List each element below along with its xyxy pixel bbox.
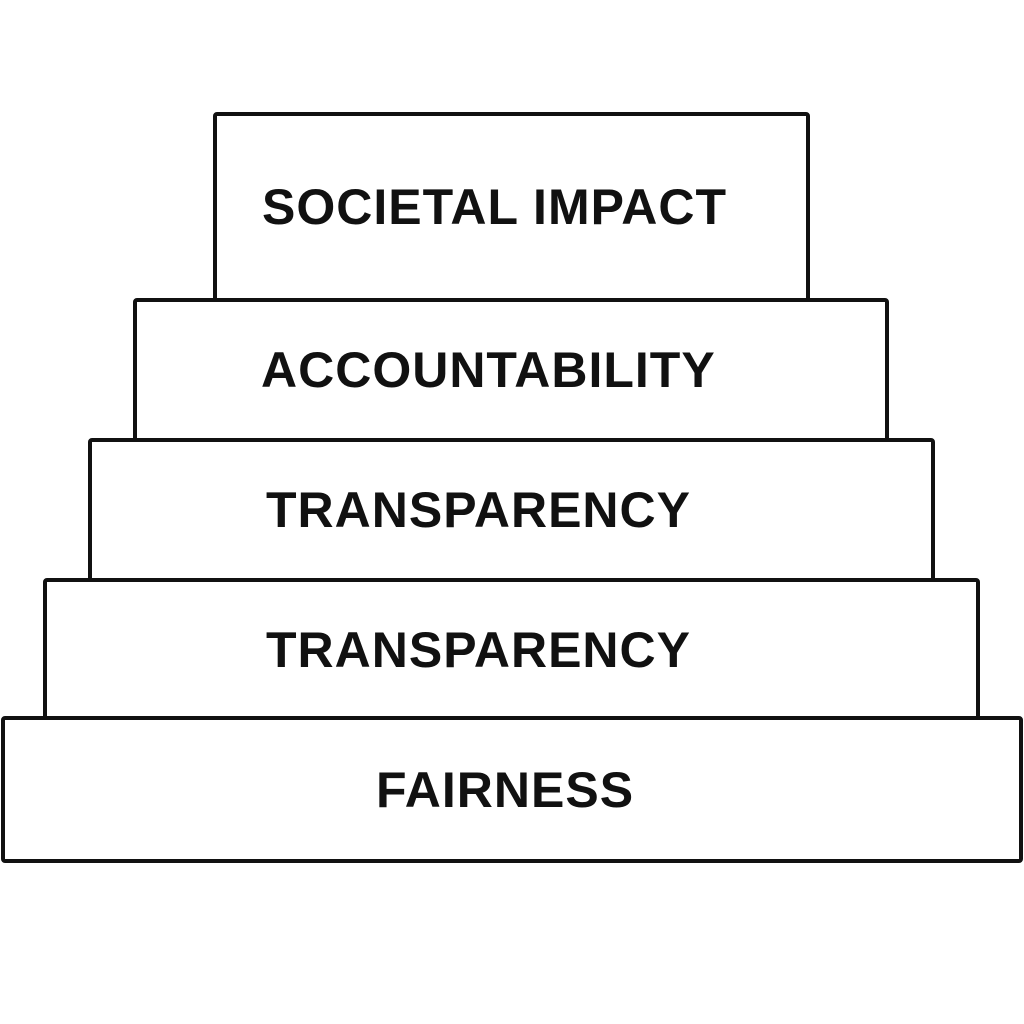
step-label: FAIRNESS <box>376 761 635 818</box>
step-label: TRANSPARENCY <box>266 482 691 538</box>
pyramid-step-top: SOCIETAL IMPACT <box>213 112 810 302</box>
step-label: TRANSPARENCY <box>266 622 691 678</box>
step-label: SOCIETAL IMPACT <box>262 179 727 235</box>
pyramid-step-base: FAIRNESS <box>1 716 1023 863</box>
pyramid-step-3: TRANSPARENCY <box>88 438 935 582</box>
pyramid-step-2: ACCOUNTABILITY <box>133 298 889 442</box>
step-label: ACCOUNTABILITY <box>261 342 716 398</box>
pyramid-step-4: TRANSPARENCY <box>43 578 980 722</box>
